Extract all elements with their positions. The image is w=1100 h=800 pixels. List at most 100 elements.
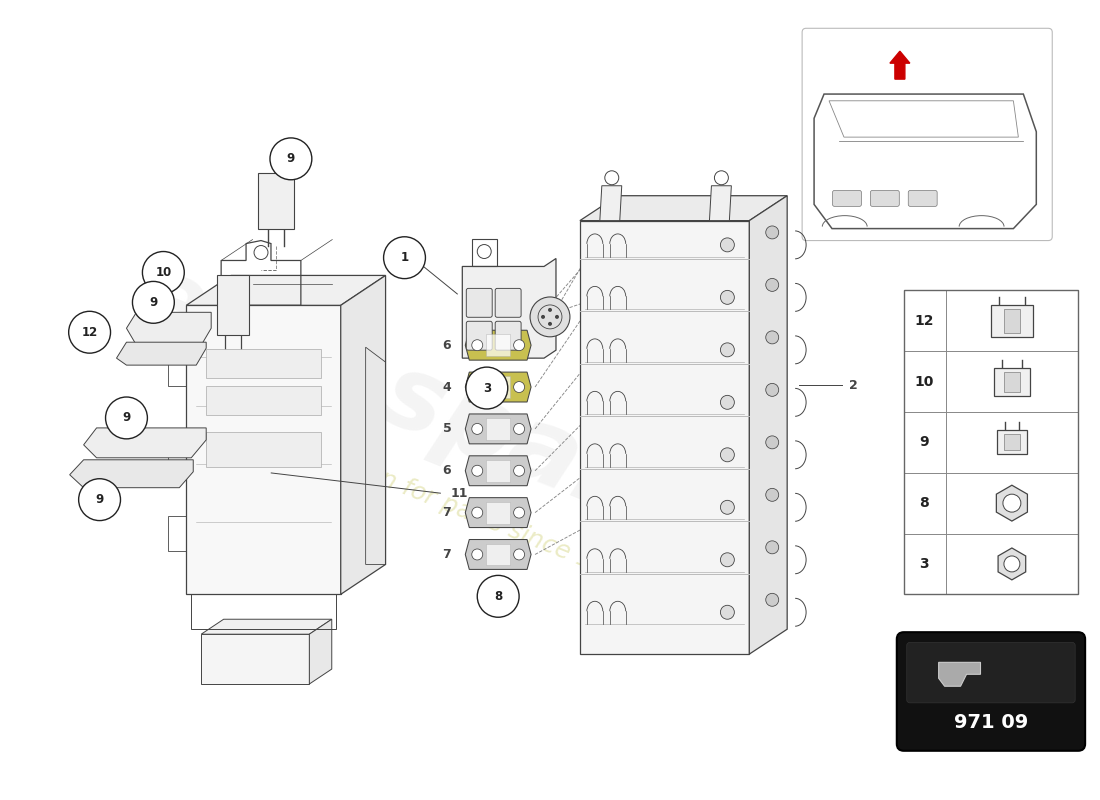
Text: 3: 3 [918, 557, 928, 571]
Circle shape [514, 423, 525, 434]
Polygon shape [486, 418, 510, 440]
Circle shape [142, 251, 185, 294]
Polygon shape [486, 543, 510, 566]
FancyBboxPatch shape [870, 190, 900, 206]
Polygon shape [710, 186, 732, 221]
FancyBboxPatch shape [896, 632, 1085, 750]
Circle shape [477, 575, 519, 618]
Circle shape [766, 278, 779, 291]
Circle shape [472, 466, 483, 476]
Circle shape [106, 397, 147, 439]
Polygon shape [462, 258, 556, 358]
Text: 11: 11 [450, 486, 468, 500]
Text: 10: 10 [155, 266, 172, 279]
Text: 7: 7 [442, 506, 451, 519]
FancyBboxPatch shape [206, 349, 321, 378]
Circle shape [766, 436, 779, 449]
FancyBboxPatch shape [1004, 434, 1020, 450]
Polygon shape [998, 548, 1025, 580]
Circle shape [541, 315, 544, 319]
Text: 8: 8 [494, 590, 503, 603]
Polygon shape [600, 186, 621, 221]
Text: 1: 1 [400, 251, 408, 264]
Text: eurospar: eurospar [118, 245, 644, 535]
Polygon shape [126, 312, 211, 345]
Text: 10: 10 [914, 374, 934, 389]
Polygon shape [309, 619, 332, 684]
FancyBboxPatch shape [466, 288, 492, 318]
Circle shape [556, 315, 559, 319]
FancyBboxPatch shape [206, 386, 321, 415]
Text: 6: 6 [442, 464, 451, 478]
Text: 12: 12 [914, 314, 934, 328]
Circle shape [720, 553, 735, 566]
Polygon shape [201, 634, 309, 684]
Circle shape [514, 340, 525, 350]
Polygon shape [465, 372, 531, 402]
Polygon shape [814, 94, 1036, 229]
Circle shape [472, 423, 483, 434]
Text: 2: 2 [849, 379, 858, 392]
Circle shape [720, 343, 735, 357]
Circle shape [766, 594, 779, 606]
Text: 4: 4 [442, 381, 451, 394]
Text: 5: 5 [442, 422, 451, 435]
Polygon shape [997, 486, 1027, 521]
Text: 12: 12 [81, 326, 98, 338]
FancyBboxPatch shape [909, 190, 937, 206]
Circle shape [384, 237, 426, 278]
Text: 8: 8 [918, 496, 928, 510]
FancyBboxPatch shape [1004, 371, 1020, 391]
Polygon shape [258, 173, 294, 229]
Circle shape [720, 238, 735, 252]
Text: 9: 9 [122, 411, 131, 425]
Circle shape [766, 331, 779, 344]
FancyBboxPatch shape [206, 433, 321, 467]
Polygon shape [486, 334, 510, 356]
Polygon shape [991, 305, 1033, 337]
Circle shape [472, 507, 483, 518]
Circle shape [720, 290, 735, 304]
Circle shape [720, 395, 735, 410]
Polygon shape [117, 342, 206, 365]
Circle shape [1004, 556, 1020, 572]
Polygon shape [201, 619, 332, 634]
Circle shape [766, 226, 779, 239]
FancyArrow shape [890, 51, 910, 79]
Polygon shape [217, 275, 249, 335]
Circle shape [132, 282, 174, 323]
Text: 9: 9 [918, 435, 928, 450]
Circle shape [472, 549, 483, 560]
Polygon shape [486, 376, 510, 398]
Circle shape [68, 311, 110, 353]
Polygon shape [465, 456, 531, 486]
Polygon shape [465, 498, 531, 527]
Circle shape [766, 488, 779, 502]
Polygon shape [186, 275, 386, 306]
Text: 6: 6 [442, 338, 451, 352]
Polygon shape [465, 539, 531, 570]
Circle shape [514, 466, 525, 476]
Polygon shape [938, 662, 980, 686]
Circle shape [466, 367, 508, 409]
Polygon shape [465, 414, 531, 444]
FancyBboxPatch shape [466, 322, 492, 350]
Circle shape [472, 340, 483, 350]
Polygon shape [997, 430, 1026, 454]
Circle shape [270, 138, 311, 180]
Text: 7: 7 [442, 548, 451, 561]
Circle shape [78, 478, 121, 521]
Circle shape [514, 507, 525, 518]
FancyBboxPatch shape [1004, 309, 1020, 333]
Circle shape [472, 382, 483, 393]
Polygon shape [994, 368, 1030, 395]
Polygon shape [749, 196, 788, 654]
Text: 9: 9 [96, 493, 103, 506]
Polygon shape [186, 306, 341, 594]
FancyBboxPatch shape [906, 642, 1075, 703]
Polygon shape [465, 330, 531, 360]
Text: 9: 9 [287, 152, 295, 166]
Circle shape [720, 500, 735, 514]
Circle shape [548, 308, 552, 312]
Circle shape [548, 322, 552, 326]
